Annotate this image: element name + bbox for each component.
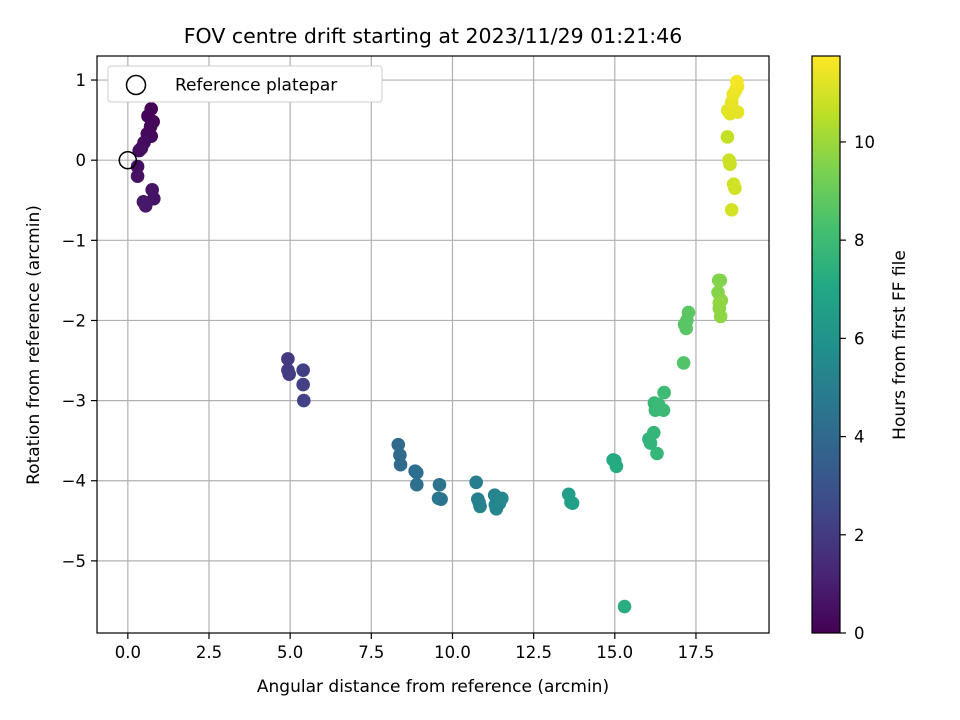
data-point [469,475,483,490]
x-tick-label: 12.5 [515,643,552,662]
data-point [681,305,696,320]
data-point [723,157,737,171]
data-point [132,143,147,158]
data-point [720,130,735,144]
legend: Reference platepar [107,65,383,103]
colorbar-tick-label: 0 [854,624,865,643]
x-axis-label: Angular distance from reference (arcmin) [257,677,609,697]
y-tick-label: −1 [62,231,86,250]
data-point [565,496,580,510]
legend-entry-reference-platepar: Reference platepar [175,76,337,96]
data-point [296,393,311,408]
colorbar: 0 2 4 6 8 10 Hours from first FF file [811,55,910,643]
legend-box [107,65,383,103]
plot-frame [96,55,770,634]
colorbar-tick-label: 6 [854,329,865,348]
y-axis-ticks: 1 0 −1 −2 −3 −4 −5 [62,71,97,571]
data-point [712,296,727,310]
data-point [296,377,310,392]
grid-lines [97,56,769,633]
colorbar-tick-label: 4 [854,428,865,447]
colorbar-tick-label: 8 [854,231,865,250]
y-tick-label: −2 [62,311,86,330]
chart-title: FOV centre drift starting at 2023/11/29 … [184,24,683,48]
y-tick-label: 0 [76,151,87,170]
data-point [409,465,424,480]
y-tick-label: −3 [62,392,86,411]
x-tick-label: 5.0 [277,643,303,662]
data-point [130,169,145,184]
data-point [282,367,296,381]
data-point [495,491,509,506]
y-axis-label: Rotation from reference (arcmin) [24,205,44,485]
y-tick-label: −4 [62,472,86,491]
legend-marker-icon [125,74,147,96]
x-tick-label: 2.5 [196,643,222,662]
data-point [130,159,145,174]
data-point [713,273,728,288]
data-point [676,356,691,370]
reference-platepar-marker [118,150,138,170]
data-points [130,74,745,614]
colorbar-gradient [811,55,841,634]
data-point [728,181,742,196]
data-point [650,446,664,461]
data-point [656,403,671,418]
data-point [646,425,661,440]
colorbar-tick-label: 2 [854,526,865,545]
x-tick-label: 17.5 [678,643,715,662]
y-tick-label: −5 [62,552,86,571]
x-axis-ticks: 0.0 2.5 5.0 7.5 10.0 12.5 15.0 17.5 [115,633,715,662]
x-tick-label: 7.5 [358,643,384,662]
data-point [657,385,671,400]
x-tick-label: 10.0 [434,643,471,662]
x-tick-label: 15.0 [596,643,633,662]
colorbar-label: Hours from first FF file [890,250,910,440]
data-point [281,352,295,366]
data-point [138,199,153,213]
data-point [409,477,424,492]
x-tick-label: 0.0 [115,643,141,662]
data-point [609,459,624,474]
data-point [432,477,447,492]
data-point [391,437,406,452]
data-point [730,74,744,89]
data-point [643,436,658,450]
data-point [473,499,487,514]
data-point [713,309,728,324]
data-point [434,492,448,506]
data-point [617,599,632,614]
colorbar-tick-label: 10 [854,133,875,152]
data-point [724,203,739,217]
data-point [393,457,408,472]
y-tick-label: 1 [76,71,87,90]
colorbar-ticks: 0 2 4 6 8 10 [840,133,875,643]
data-point [296,363,310,377]
